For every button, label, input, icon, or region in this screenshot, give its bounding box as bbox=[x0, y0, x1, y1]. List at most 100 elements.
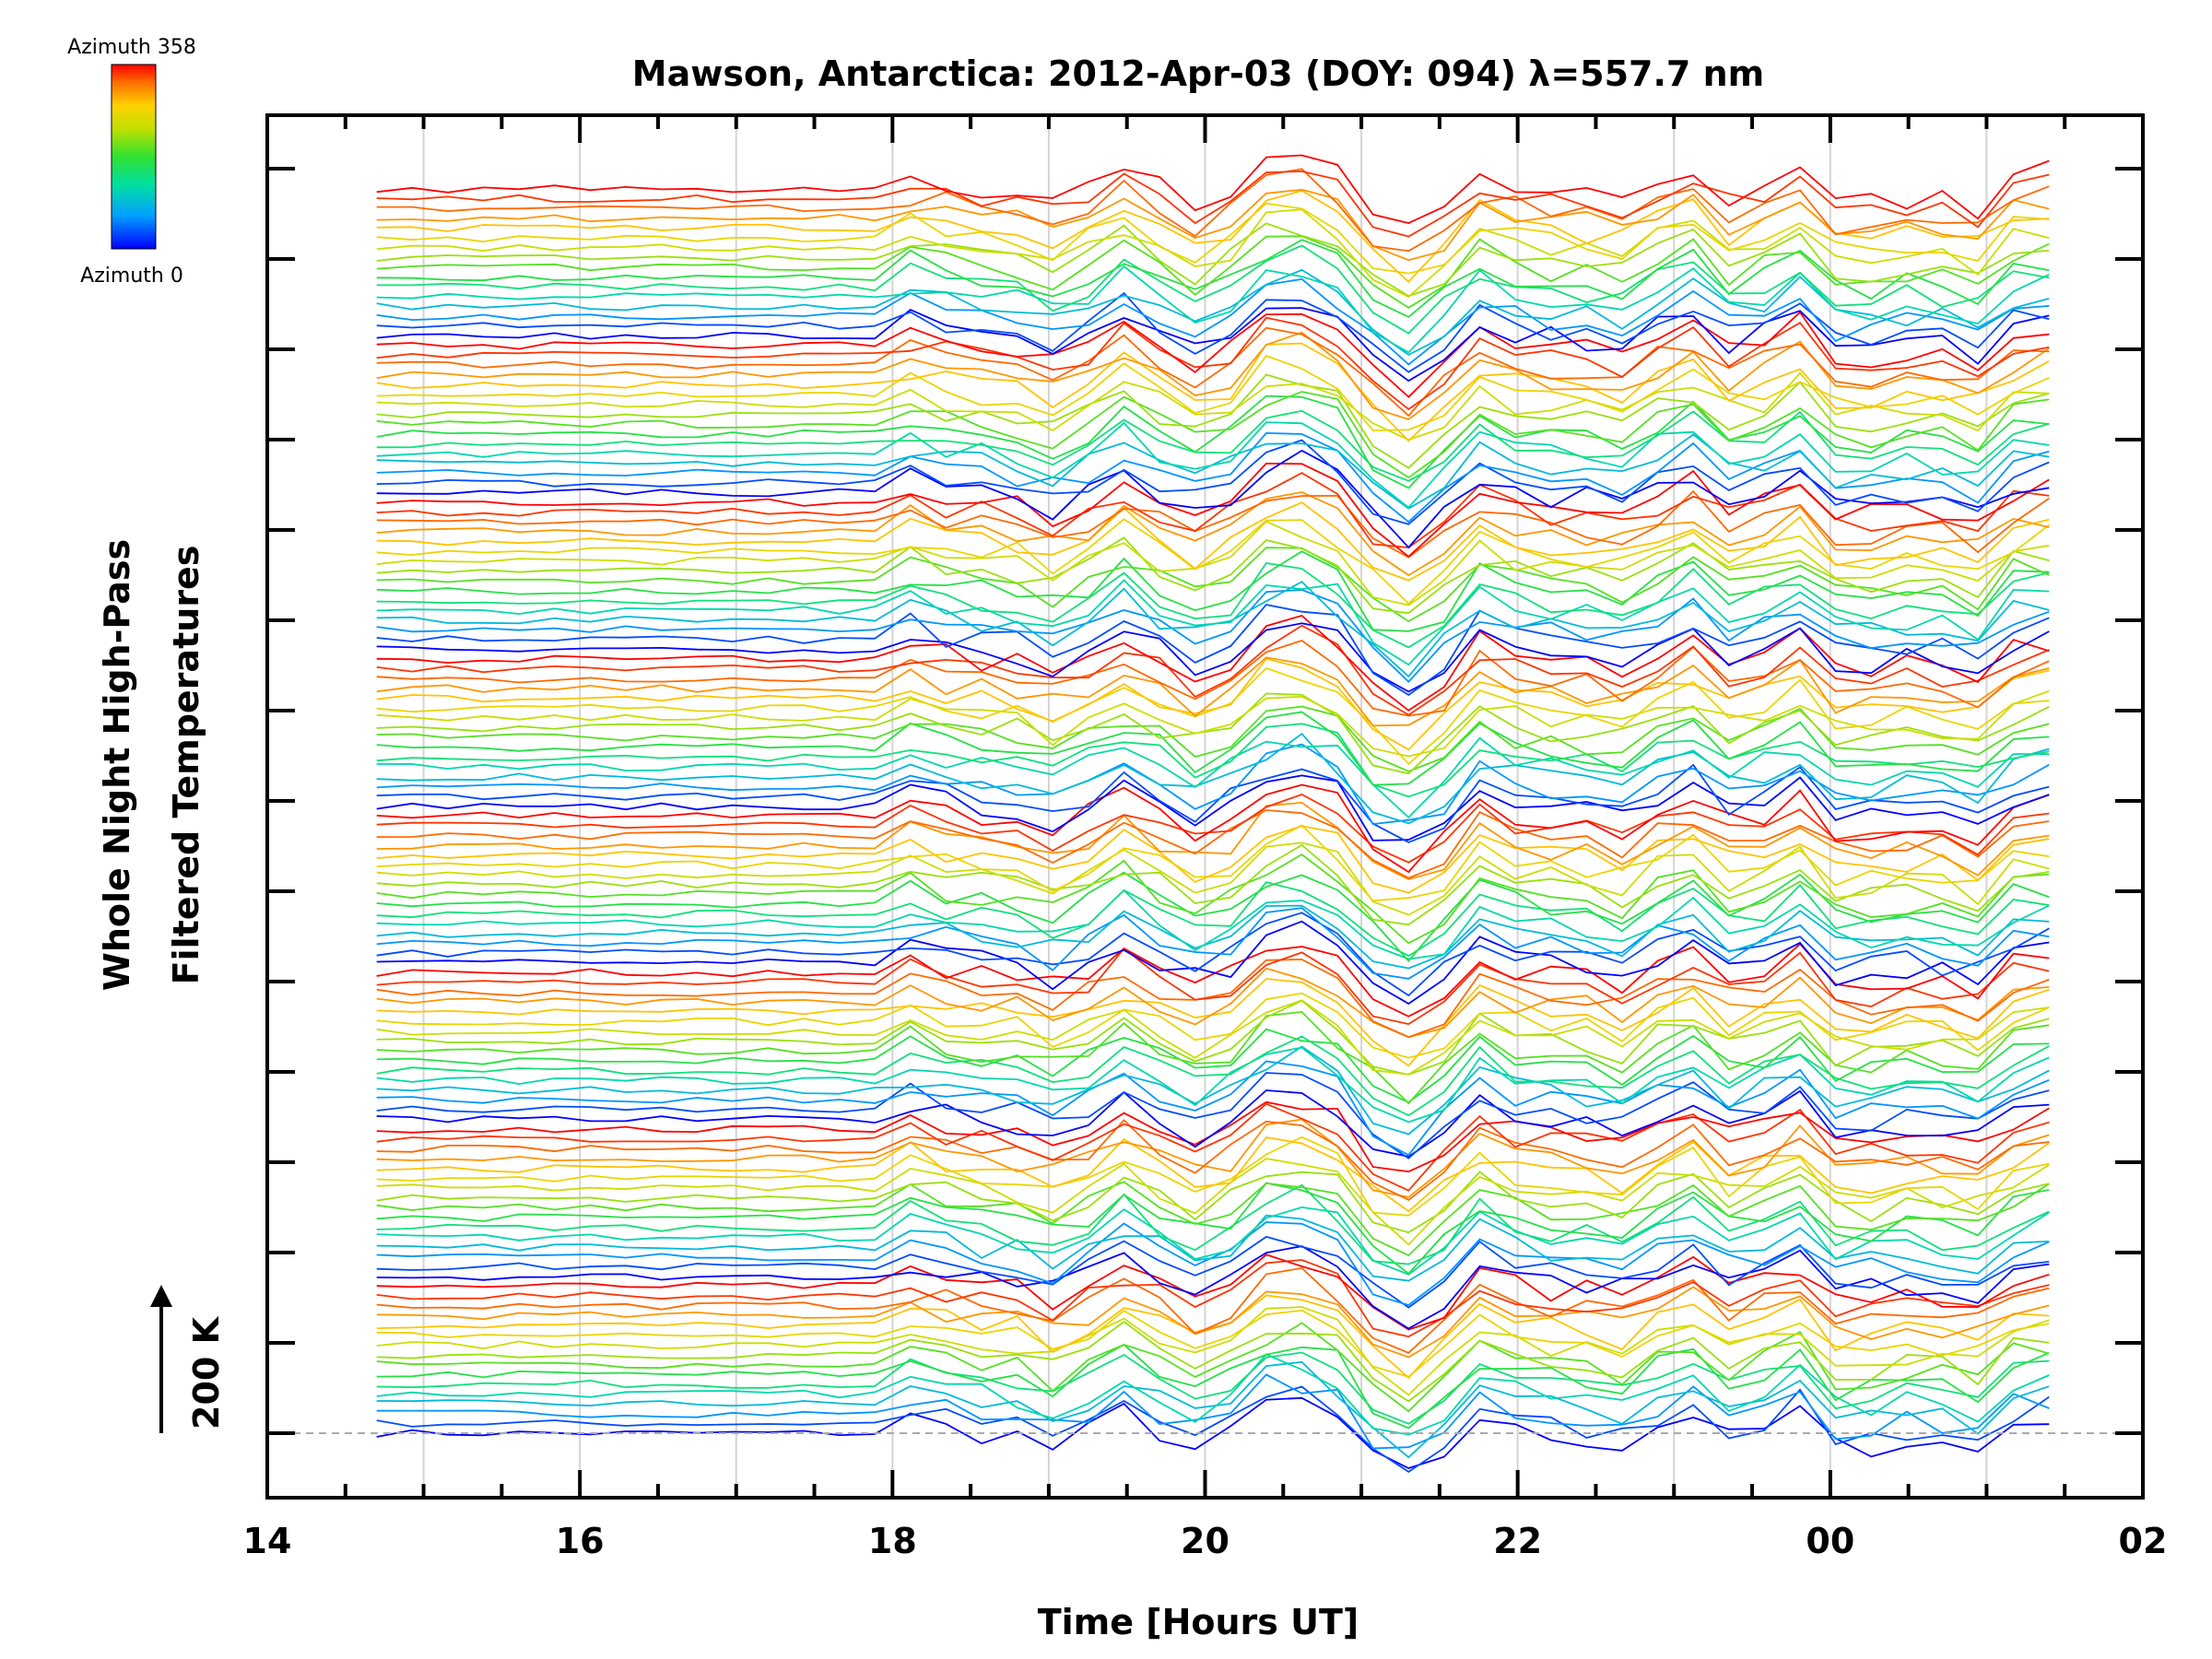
temperature-trace bbox=[376, 391, 2050, 479]
temperature-trace bbox=[376, 431, 2050, 524]
y-axis-ticks bbox=[267, 167, 2143, 1435]
temperature-trace bbox=[376, 723, 2050, 798]
temperature-trace bbox=[376, 692, 2050, 775]
x-tick-label: 02 bbox=[2119, 1521, 2168, 1561]
temperature-trace bbox=[376, 501, 2050, 582]
temperature-trace bbox=[376, 1343, 2050, 1430]
x-axis-label: Time [Hours UT] bbox=[1038, 1602, 1359, 1642]
temperature-trace bbox=[376, 1266, 2050, 1354]
temperature-trace bbox=[376, 421, 2050, 509]
temperature-trace bbox=[376, 326, 2050, 418]
temperature-trace bbox=[376, 168, 2050, 253]
x-tick-label: 16 bbox=[556, 1521, 605, 1561]
temperature-trace bbox=[376, 841, 2050, 916]
temperature-trace bbox=[376, 331, 2050, 420]
temperature-trace bbox=[376, 794, 2050, 864]
temperature-trace bbox=[376, 1235, 2050, 1309]
temperature-trace bbox=[376, 520, 2050, 606]
temperature-trace bbox=[376, 1010, 2050, 1105]
temperature-trace bbox=[376, 1259, 2050, 1338]
temperature-trace bbox=[376, 1385, 2050, 1473]
temperature-trace bbox=[376, 170, 2050, 238]
temperature-trace bbox=[376, 291, 2050, 373]
temperature-trace bbox=[376, 188, 2050, 262]
temperature-trace bbox=[376, 547, 2050, 623]
temperature-trace bbox=[376, 1306, 2050, 1396]
temperature-trace bbox=[376, 222, 2050, 298]
temperature-trace bbox=[376, 1181, 2050, 1257]
temperature-trace bbox=[376, 449, 2050, 549]
x-tick-label: 18 bbox=[868, 1521, 917, 1561]
temperature-trace bbox=[376, 536, 2050, 615]
temperature-trace bbox=[376, 1158, 2050, 1246]
temperature-trace bbox=[376, 268, 2050, 357]
temperature-trace bbox=[376, 244, 2050, 335]
temperature-trace bbox=[376, 579, 2050, 666]
temperature-trace bbox=[376, 1046, 2050, 1124]
temperature-trace bbox=[376, 743, 2050, 826]
scale-bar-arrowhead bbox=[150, 1285, 172, 1307]
temperature-trace bbox=[376, 1060, 2050, 1157]
temperature-trace bbox=[376, 999, 2050, 1076]
scale-bar: 200 K bbox=[150, 1285, 227, 1433]
x-axis-ticks: 14 16 18 20 22 00 02 bbox=[243, 115, 2168, 1561]
temperature-trace bbox=[376, 825, 2050, 894]
temperature-trace bbox=[376, 912, 2050, 997]
temperature-trace bbox=[376, 1028, 2050, 1104]
temperature-trace bbox=[376, 589, 2050, 683]
temperature-trace bbox=[376, 277, 2050, 366]
temperature-trace bbox=[376, 656, 2050, 727]
temperature-trace bbox=[376, 1072, 2050, 1159]
temperature-trace bbox=[376, 947, 2050, 1026]
temperature-trace bbox=[376, 967, 2050, 1039]
temperature-trace bbox=[376, 992, 2050, 1059]
temperature-trace bbox=[376, 604, 2050, 697]
temperature-trace bbox=[376, 614, 2050, 712]
temperature-trace bbox=[376, 763, 2050, 843]
temperature-trace bbox=[376, 705, 2050, 772]
temperature-trace bbox=[376, 1136, 2050, 1213]
temperature-trace bbox=[376, 904, 2050, 970]
temperature-trace bbox=[376, 959, 2050, 1039]
temperature-traces bbox=[376, 154, 2050, 1473]
scale-bar-label: 200 K bbox=[186, 1315, 227, 1430]
temperature-trace bbox=[376, 1171, 2050, 1234]
temperature-trace bbox=[376, 1286, 2050, 1359]
temperature-trace bbox=[376, 239, 2050, 318]
temperature-trace bbox=[376, 491, 2050, 577]
temperature-trace bbox=[376, 1360, 2050, 1459]
temperature-trace bbox=[376, 942, 2050, 1018]
temperature-trace bbox=[376, 711, 2050, 786]
temperature-trace bbox=[376, 489, 2050, 559]
temperature-trace bbox=[376, 843, 2050, 926]
temperature-trace bbox=[376, 371, 2050, 441]
temperature-trace bbox=[376, 472, 2050, 549]
temperature-trace bbox=[376, 1245, 2050, 1330]
temperature-trace bbox=[376, 355, 2050, 431]
temperature-trace bbox=[376, 736, 2050, 819]
x-tick-label: 22 bbox=[1493, 1521, 1542, 1561]
temperature-trace bbox=[376, 1045, 2050, 1135]
temperature-trace bbox=[376, 888, 2050, 960]
temperature-trace bbox=[376, 809, 2050, 879]
temperature-trace bbox=[376, 881, 2050, 958]
y-axis-label-line2: Filtered Temperatures bbox=[166, 546, 206, 985]
temperature-trace bbox=[376, 1035, 2050, 1117]
temperature-trace bbox=[376, 783, 2050, 874]
temperature-trace bbox=[376, 373, 2050, 469]
temperature-trace bbox=[376, 265, 2050, 354]
temperature-trace bbox=[376, 657, 2050, 751]
y-axis-label-line1: Whole Night High-Pass bbox=[97, 539, 137, 991]
x-tick-label: 20 bbox=[1181, 1521, 1230, 1561]
x-tick-label: 00 bbox=[1806, 1521, 1854, 1561]
temperature-trace bbox=[376, 1214, 2050, 1282]
temperature-trace bbox=[376, 1119, 2050, 1201]
x-tick-label: 14 bbox=[243, 1521, 292, 1561]
temperature-trace bbox=[376, 1100, 2050, 1173]
temperature-trace bbox=[376, 1309, 2050, 1378]
hour-gridlines bbox=[422, 115, 1988, 1498]
temperature-trace bbox=[376, 1206, 2050, 1276]
temperature-trace bbox=[376, 1102, 2050, 1192]
temperature-trace bbox=[376, 208, 2050, 299]
